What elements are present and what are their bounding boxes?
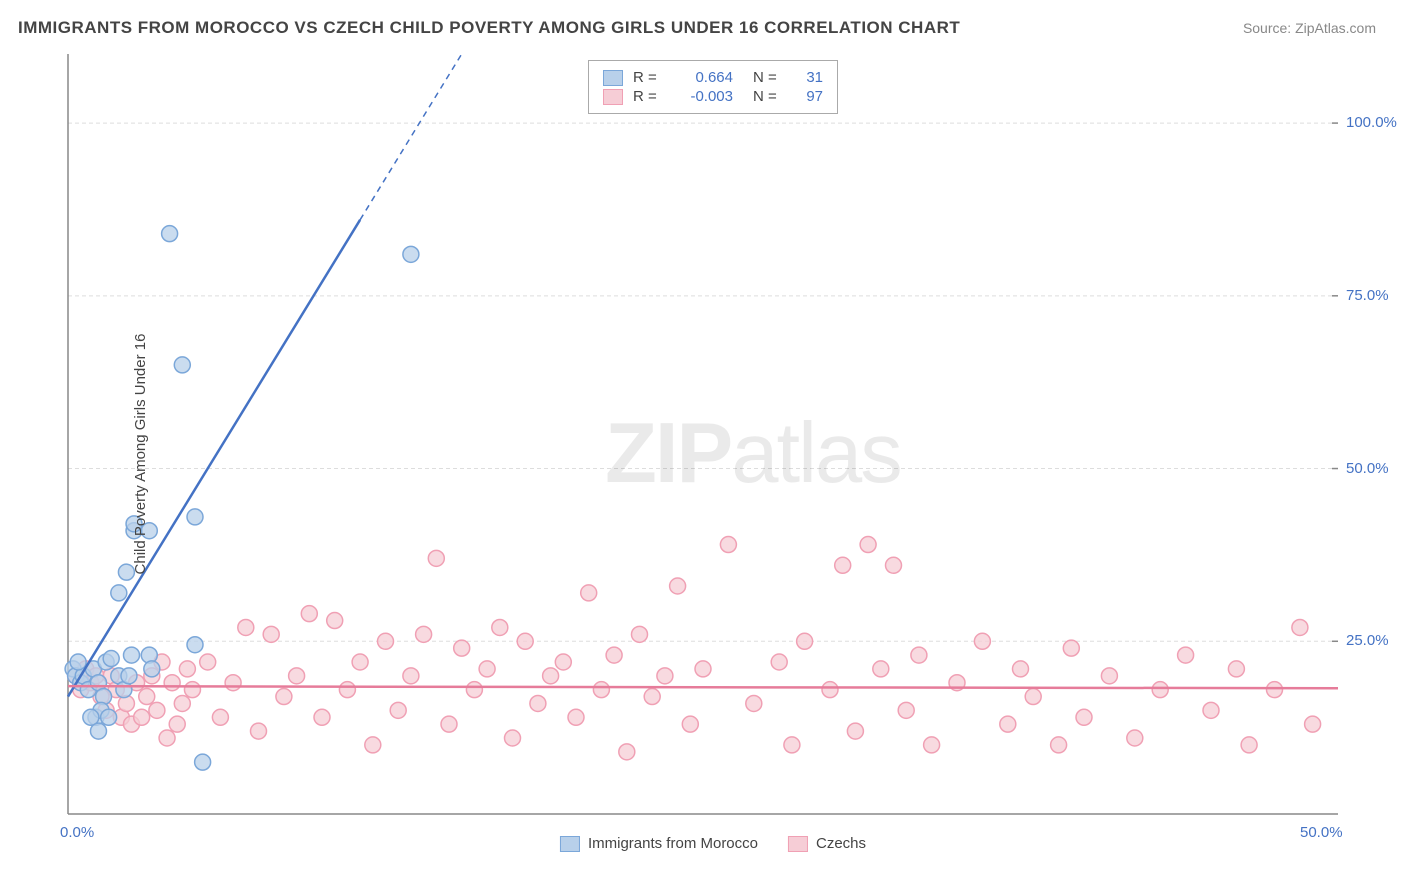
r-value-morocco: 0.664: [673, 69, 733, 86]
y-tick-label-75: 75.0%: [1346, 287, 1389, 304]
y-tick-label-100: 100.0%: [1346, 114, 1397, 131]
swatch-czechs: [603, 89, 623, 105]
n-label: N =: [753, 69, 783, 86]
r-label: R =: [633, 88, 663, 105]
series-legend: Immigrants from Morocco Czechs: [560, 835, 866, 852]
n-label: N =: [753, 88, 783, 105]
legend-row-morocco: R = 0.664 N = 31: [603, 69, 823, 86]
x-tick-label-max: 50.0%: [1300, 824, 1343, 841]
page-title: IMMIGRANTS FROM MOROCCO VS CZECH CHILD P…: [18, 18, 960, 38]
x-tick-label-min: 0.0%: [60, 824, 94, 841]
source-attribution: Source: ZipAtlas.com: [1243, 20, 1376, 36]
source-link[interactable]: ZipAtlas.com: [1295, 20, 1376, 36]
y-tick-label-50: 50.0%: [1346, 460, 1389, 477]
r-label: R =: [633, 69, 663, 86]
swatch-morocco: [560, 836, 580, 852]
legend-item-czechs: Czechs: [788, 835, 866, 852]
legend-item-morocco: Immigrants from Morocco: [560, 835, 758, 852]
correlation-legend: R = 0.664 N = 31 R = -0.003 N = 97: [588, 60, 838, 114]
n-value-czechs: 97: [793, 88, 823, 105]
r-value-czechs: -0.003: [673, 88, 733, 105]
swatch-morocco: [603, 70, 623, 86]
series-name-czechs: Czechs: [816, 835, 866, 852]
legend-row-czechs: R = -0.003 N = 97: [603, 88, 823, 105]
scatter-plot: [48, 54, 1378, 854]
y-tick-label-25: 25.0%: [1346, 632, 1389, 649]
chart-container: Child Poverty Among Girls Under 16 ZIPat…: [48, 54, 1378, 854]
source-label: Source:: [1243, 20, 1291, 36]
n-value-morocco: 31: [793, 69, 823, 86]
y-axis-label: Child Poverty Among Girls Under 16: [132, 334, 149, 575]
series-name-morocco: Immigrants from Morocco: [588, 835, 758, 852]
swatch-czechs: [788, 836, 808, 852]
